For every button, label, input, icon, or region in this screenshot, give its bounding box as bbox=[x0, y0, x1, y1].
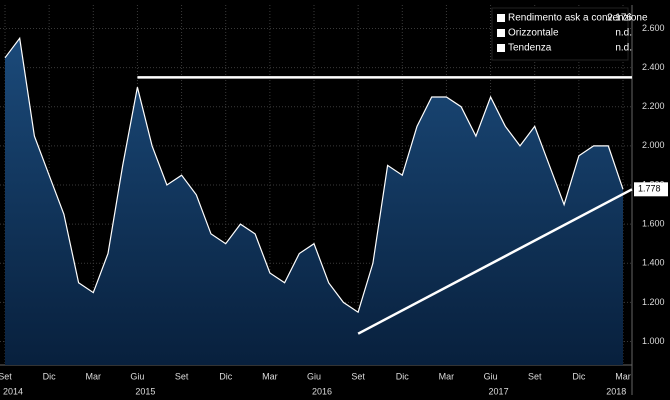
year-label: 2014 bbox=[3, 386, 23, 396]
y-tick-label: 2.400 bbox=[642, 62, 665, 72]
y-tick-label: 2.000 bbox=[642, 140, 665, 150]
x-tick-label: Mar bbox=[262, 371, 278, 381]
year-label: 2016 bbox=[312, 386, 332, 396]
x-tick-label: Set bbox=[351, 371, 365, 381]
last-value-box bbox=[634, 182, 668, 197]
year-label: 2017 bbox=[489, 386, 509, 396]
x-tick-label: Set bbox=[175, 371, 189, 381]
x-tick-label: Dic bbox=[219, 371, 232, 381]
x-tick-label: Mar bbox=[615, 371, 631, 381]
year-label: 2015 bbox=[135, 386, 155, 396]
legend-label: Rendimento ask a convenzione bbox=[508, 13, 648, 24]
legend-swatch bbox=[497, 44, 505, 52]
legend-label: Tendenza bbox=[508, 43, 552, 54]
x-tick-label: Mar bbox=[439, 371, 455, 381]
area bbox=[5, 38, 623, 366]
last-value-label: 1.778 bbox=[638, 184, 661, 194]
x-tick-label: Dic bbox=[43, 371, 56, 381]
x-tick-label: Giu bbox=[130, 371, 144, 381]
x-tick-label: Dic bbox=[572, 371, 585, 381]
legend-label: Orizzontale bbox=[508, 28, 559, 39]
legend-value: n.d. bbox=[615, 43, 632, 54]
y-tick-label: 2.200 bbox=[642, 101, 665, 111]
line bbox=[4, 36, 624, 314]
legend-swatch bbox=[497, 14, 505, 22]
y-tick-label: 2.600 bbox=[642, 23, 665, 33]
legend-box bbox=[491, 7, 629, 61]
x-tick-label: Mar bbox=[86, 371, 102, 381]
x-tick-label: Set bbox=[528, 371, 542, 381]
legend-value: 2.176 bbox=[607, 13, 632, 24]
x-tick-label: Giu bbox=[484, 371, 498, 381]
x-tick-label: Giu bbox=[307, 371, 321, 381]
y-tick-label: 1.000 bbox=[642, 336, 665, 346]
y-tick-label: 1.200 bbox=[642, 297, 665, 307]
y-tick-label: 1.400 bbox=[642, 258, 665, 268]
reference-line bbox=[357, 188, 633, 335]
y-tick-label: 1.600 bbox=[642, 219, 665, 229]
x-tick-label: Set bbox=[0, 371, 12, 381]
legend-value: n.d. bbox=[615, 28, 632, 39]
year-label: 2018 bbox=[606, 386, 626, 396]
legend-swatch bbox=[497, 29, 505, 37]
x-tick-label: Dic bbox=[396, 371, 409, 381]
